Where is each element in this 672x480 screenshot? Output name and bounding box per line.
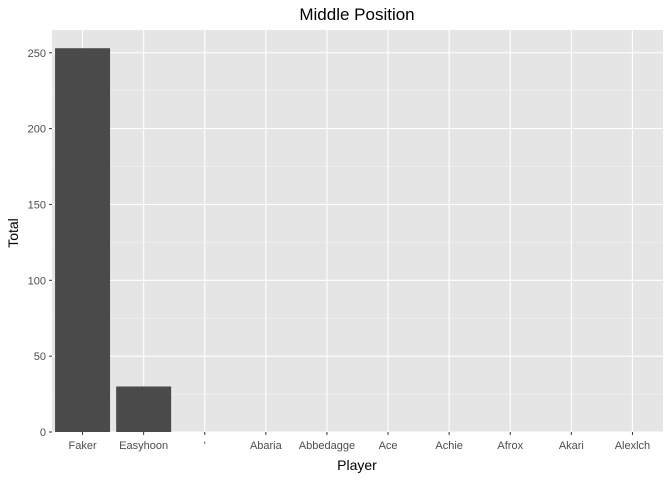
bar: [55, 48, 111, 433]
y-tick-label: 50: [34, 351, 46, 363]
y-tick-label: 100: [28, 275, 46, 287]
plot-panel: [52, 30, 663, 432]
x-tick-label: Alexlch: [615, 440, 650, 452]
chart-title: Middle Position: [299, 5, 414, 24]
x-tick-label: Abaria: [250, 440, 283, 452]
grid-major: [52, 30, 663, 433]
x-tick-label: Achie: [435, 440, 463, 452]
bars: [55, 48, 172, 433]
y-tick-label: 0: [40, 427, 46, 439]
y-axis-title: Total: [5, 218, 21, 248]
x-axis: Faker Easyhoon ' Abaria Abbedagge Ace Achie Afr…: [68, 432, 650, 452]
bar: [116, 386, 172, 432]
x-tick-label: Abbedagge: [299, 440, 355, 452]
x-tick-label: ': [204, 440, 206, 452]
x-tick-label: Afrox: [497, 440, 523, 452]
x-tick-label: Akari: [559, 440, 584, 452]
x-tick-label: Easyhoon: [119, 440, 168, 452]
y-axis: 0 50 100 150 200 250: [28, 48, 52, 439]
x-axis-title: Player: [337, 457, 377, 473]
y-tick-label: 200: [28, 124, 46, 136]
x-tick-label: Ace: [379, 440, 398, 452]
y-tick-label: 250: [28, 48, 46, 60]
y-tick-label: 150: [28, 199, 46, 211]
x-tick-label: Faker: [68, 440, 96, 452]
